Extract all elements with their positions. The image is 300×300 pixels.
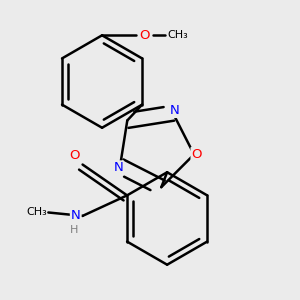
Text: CH₃: CH₃ — [26, 208, 46, 218]
Text: CH₃: CH₃ — [167, 30, 188, 40]
Text: O: O — [140, 29, 150, 42]
Text: H: H — [70, 225, 78, 235]
Text: O: O — [69, 149, 79, 163]
Text: N: N — [113, 161, 123, 174]
Text: N: N — [170, 104, 180, 117]
Text: O: O — [191, 148, 202, 161]
Text: N: N — [71, 209, 81, 222]
